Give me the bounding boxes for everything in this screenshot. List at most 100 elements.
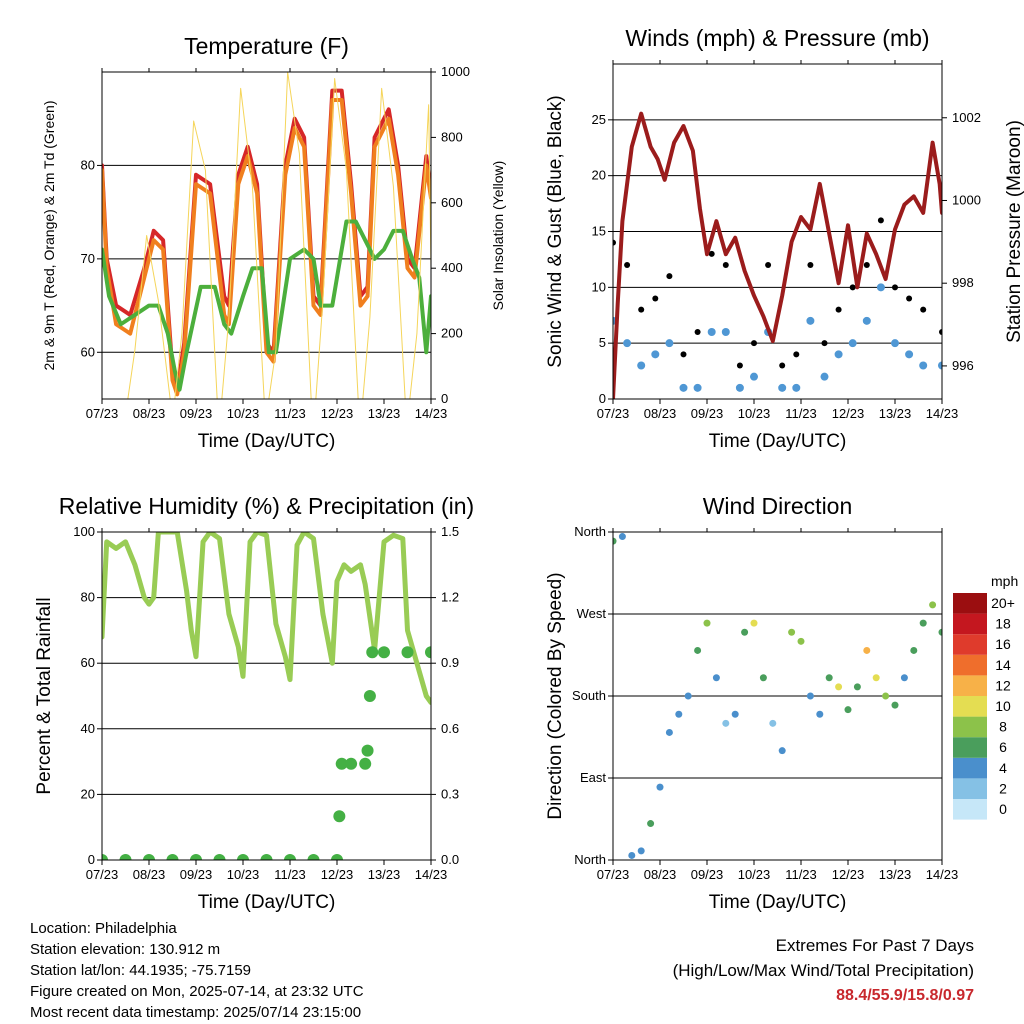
x-tick-label: 09/23 (180, 867, 213, 882)
precip-point (119, 854, 132, 860)
panel-direction: Wind DirectionNorthEastSouthWestNorth07/… (545, 493, 1018, 913)
x-tick-label: 07/23 (597, 867, 630, 882)
direction-point (712, 674, 720, 682)
x-tick-label: 08/23 (644, 867, 677, 882)
x-tick-label: 09/23 (180, 406, 213, 421)
series-line-1 (102, 98, 431, 397)
direction-point (835, 683, 843, 691)
precip-point (102, 854, 108, 860)
direction-point (656, 783, 664, 791)
series-line-0 (102, 532, 431, 706)
gust-point (821, 340, 828, 347)
x-tick-label: 07/23 (86, 406, 119, 421)
x-tick-label: 10/23 (738, 867, 771, 882)
station-info: Location: Philadelphia Station elevation… (30, 918, 364, 1023)
legend-swatch (953, 696, 987, 717)
y-tick-label: West (577, 606, 607, 621)
gust-point (920, 306, 927, 313)
wind-point (679, 383, 688, 392)
direction-point (750, 619, 758, 627)
y2-tick-label: 600 (441, 195, 463, 210)
y-tick-label: 80 (81, 590, 95, 605)
x-tick-label: 10/23 (227, 867, 260, 882)
gust-point (736, 362, 743, 369)
wind-point (938, 361, 942, 370)
precip-point (333, 810, 346, 823)
x-tick-label: 08/23 (644, 406, 677, 421)
direction-point (797, 637, 805, 645)
direction-point (872, 674, 880, 682)
y-tick-label: 5 (599, 335, 606, 350)
precip-point (166, 854, 179, 860)
wind-point (693, 383, 702, 392)
gust-point (939, 329, 942, 335)
legend-swatch (953, 613, 987, 635)
y-tick-label: 25 (592, 112, 606, 127)
precip-point (335, 757, 348, 770)
x-axis-label: Time (Day/UTC) (198, 431, 336, 452)
wind-point (735, 383, 744, 392)
direction-point (731, 710, 739, 718)
direction-point (703, 619, 711, 627)
x-tick-label: 14/23 (926, 867, 959, 882)
wind-point (876, 283, 885, 292)
direction-point (675, 710, 683, 718)
precip-point (237, 854, 249, 860)
extremes-title: Extremes For Past 7 Days (775, 936, 974, 955)
x-tick-label: 09/23 (691, 406, 724, 421)
x-tick-label: 10/23 (738, 406, 771, 421)
wind-point (778, 383, 787, 392)
x-tick-label: 12/23 (832, 867, 865, 882)
x-tick-label: 07/23 (597, 406, 630, 421)
legend-label: 10 (995, 698, 1011, 714)
precip-point (331, 854, 343, 860)
y-tick-label: North (574, 524, 606, 539)
x-tick-label: 14/23 (926, 406, 959, 421)
legend-swatch (953, 675, 987, 696)
legend-label: 0 (999, 801, 1007, 817)
direction-point (637, 847, 645, 855)
precip-point (213, 854, 226, 860)
y2-tick-label: 996 (952, 358, 974, 373)
x-tick-label: 13/23 (368, 867, 401, 882)
direction-point (613, 537, 617, 545)
series-line-3 (102, 72, 431, 399)
gust-point (751, 340, 757, 347)
y-axis-label: Direction (Colored By Speed) (545, 572, 566, 819)
x-tick-label: 07/23 (86, 867, 119, 882)
direction-point (900, 674, 908, 682)
x-tick-label: 11/23 (785, 867, 817, 882)
legend-title: mph (991, 573, 1018, 589)
direction-point (778, 747, 786, 755)
y-axis-label: 2m & 9m T (Red, Orange) & 2m Td (Green) (41, 101, 57, 371)
y-tick-label: South (572, 688, 606, 703)
chart-title: Winds (mph) & Pressure (mb) (625, 25, 929, 51)
wind-point (792, 383, 801, 392)
y-tick-label: 100 (73, 524, 95, 539)
direction-point (741, 628, 749, 636)
panel-temperature: Temperature (F)6070800200400600800100007… (41, 33, 506, 452)
x-axis-label: Time (Day/UTC) (709, 431, 847, 452)
gust-point (877, 217, 884, 224)
precip-point (345, 757, 358, 770)
gust-point (708, 250, 715, 257)
gust-point (765, 262, 772, 268)
y-tick-label: 80 (81, 157, 95, 172)
legend-swatch (953, 654, 987, 676)
direction-point (919, 619, 927, 627)
plot-area (102, 532, 431, 860)
y-axis-label: Sonic Wind & Gust (Blue, Black) (545, 95, 566, 367)
legend-swatch (953, 778, 987, 799)
wind-point (891, 339, 899, 348)
y2-tick-label: 800 (441, 129, 463, 144)
direction-point (665, 728, 673, 736)
plot-frame (101, 71, 432, 400)
legend-swatch (953, 634, 987, 655)
x-tick-label: 10/23 (227, 406, 260, 421)
x-tick-label: 12/23 (321, 867, 354, 882)
precip-point (361, 744, 374, 757)
precip-point (143, 854, 155, 860)
direction-point (891, 701, 899, 709)
wind-point (707, 328, 716, 336)
